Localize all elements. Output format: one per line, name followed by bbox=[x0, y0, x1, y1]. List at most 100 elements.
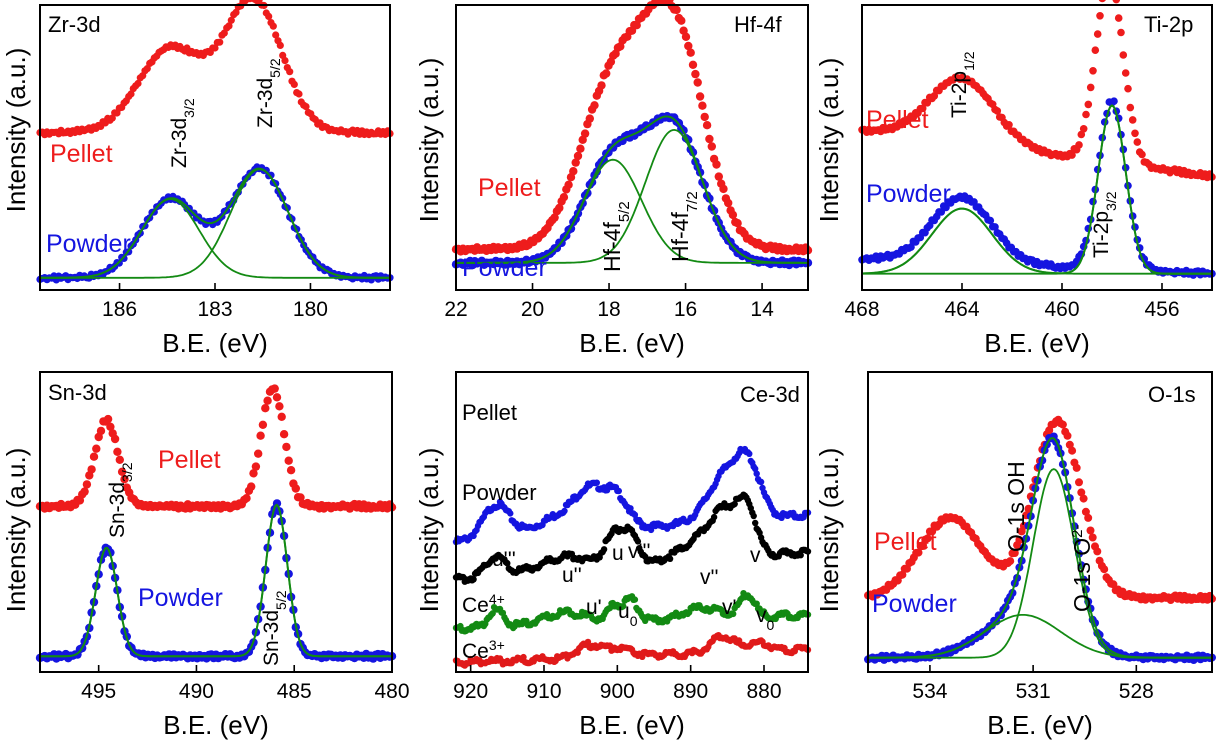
data-point bbox=[597, 81, 606, 90]
data-point bbox=[127, 90, 135, 98]
peak-label-o-1s-oh: O-1s OH bbox=[1003, 461, 1029, 552]
data-point bbox=[1112, 0, 1121, 4]
data-point bbox=[286, 466, 296, 475]
y-axis-title: Intensity (a.u.) bbox=[814, 58, 844, 223]
panel-ce: Intensity (a.u.) Ce-3d 920 910 900 890 880 B… bbox=[414, 371, 812, 740]
peak-label-zr-3d3-2: Zr-3d3/2 bbox=[168, 98, 197, 168]
data-point bbox=[576, 144, 585, 153]
pellet-label: Pellet bbox=[158, 446, 221, 474]
data-point bbox=[1063, 431, 1072, 440]
data-point bbox=[117, 467, 127, 476]
y-axis-title: Intensity (a.u.) bbox=[414, 58, 444, 223]
peak-label-v0: v0 bbox=[756, 604, 775, 633]
data-point bbox=[265, 12, 273, 20]
data-point bbox=[634, 538, 642, 545]
data-point bbox=[600, 546, 608, 553]
data-point bbox=[134, 79, 142, 88]
peak-label-sub: 1/2 bbox=[961, 51, 977, 71]
data-point bbox=[714, 172, 723, 181]
data-point bbox=[753, 470, 760, 477]
x-tick-label: 183 bbox=[197, 298, 232, 321]
data-point bbox=[227, 16, 235, 24]
peak-label-sub: 3/2 bbox=[181, 98, 197, 118]
panel-title: Sn-3d bbox=[48, 380, 107, 405]
data-point bbox=[92, 444, 101, 453]
state-main: Ce bbox=[462, 640, 489, 663]
data-point bbox=[752, 465, 759, 472]
plot-area bbox=[451, 0, 813, 270]
x-tick-label: 16 bbox=[674, 298, 697, 321]
data-point bbox=[555, 203, 564, 213]
peak-label-v2: v'' bbox=[700, 566, 719, 589]
y-axis-title: Intensity (a.u.) bbox=[414, 448, 444, 613]
data-point bbox=[672, 5, 681, 15]
data-point bbox=[584, 638, 592, 646]
data-point bbox=[585, 114, 594, 123]
data-point bbox=[733, 219, 742, 228]
data-point bbox=[615, 487, 622, 495]
x-axis-title: B.E. (eV) bbox=[163, 710, 268, 740]
series-powder bbox=[35, 499, 397, 663]
data-point bbox=[249, 469, 258, 478]
data-point bbox=[211, 44, 219, 52]
peak-label-u1: u' bbox=[586, 596, 602, 619]
fit-component-2 bbox=[868, 468, 1212, 659]
axes-frame bbox=[861, 4, 1213, 291]
data-point bbox=[750, 512, 757, 520]
data-point bbox=[262, 166, 270, 174]
x-tick-label: 464 bbox=[944, 298, 979, 321]
data-point bbox=[256, 431, 265, 440]
data-point bbox=[728, 210, 738, 220]
data-point bbox=[242, 494, 251, 503]
x-axis-title: B.E. (eV) bbox=[579, 710, 684, 740]
powder-label: Powder bbox=[866, 180, 951, 208]
data-point bbox=[1086, 83, 1095, 92]
data-point bbox=[1075, 478, 1083, 487]
data-point bbox=[281, 57, 289, 65]
peak-label-ti-2p3-2: Ti-2p3/2 bbox=[1090, 191, 1119, 258]
series-pellet bbox=[35, 384, 397, 513]
x-ticks: 468 464 460 456 bbox=[844, 283, 1180, 321]
data-point bbox=[290, 80, 298, 88]
state-sup: 4+ bbox=[489, 591, 505, 607]
plot-area bbox=[864, 415, 1216, 664]
data-point bbox=[232, 8, 240, 16]
data-point bbox=[620, 603, 627, 610]
peak-label-main: v bbox=[756, 604, 767, 627]
powder-label: Powder bbox=[462, 480, 537, 505]
data-point bbox=[1100, 565, 1109, 574]
peak-label-o-1s-o2: O-1s O2- bbox=[1069, 525, 1096, 612]
data-point bbox=[1128, 116, 1137, 124]
data-point bbox=[106, 422, 115, 431]
peak-label-sub: 5/2 bbox=[273, 590, 289, 610]
fit-envelope bbox=[861, 104, 1212, 275]
series-ce4- bbox=[452, 590, 812, 635]
data-point bbox=[647, 526, 655, 534]
x-tick-label: 531 bbox=[1016, 680, 1051, 703]
panel-sn: Intensity (a.u.) Sn-3d 495 490 485 480 B.E.… bbox=[1, 371, 410, 740]
data-point bbox=[677, 16, 686, 25]
data-point bbox=[1077, 488, 1086, 497]
data-point bbox=[120, 254, 128, 262]
peak-label-main: Sn-3d bbox=[260, 610, 283, 666]
plot-area bbox=[36, 0, 394, 284]
peak-label-hf-4f5-2: Hf-4f5/2 bbox=[599, 201, 633, 272]
data-point bbox=[1093, 30, 1102, 38]
data-point bbox=[272, 393, 282, 402]
peak-label-main: Hf-4f bbox=[667, 212, 693, 262]
data-point bbox=[757, 478, 765, 486]
data-point bbox=[1124, 84, 1132, 93]
data-point bbox=[937, 208, 946, 216]
peak-label-sub: 5/2 bbox=[616, 201, 633, 222]
data-point bbox=[113, 447, 122, 456]
peak-label-sub: 0 bbox=[630, 613, 638, 629]
x-tick-label: 900 bbox=[600, 680, 635, 703]
data-point bbox=[1131, 129, 1139, 138]
x-tick-label: 468 bbox=[844, 298, 879, 321]
data-point bbox=[261, 404, 270, 413]
x-tick-label: 456 bbox=[1144, 298, 1179, 321]
data-point bbox=[1006, 557, 1015, 566]
data-point bbox=[707, 142, 716, 151]
panel-hf: Intensity (a.u.) Hf-4f 22 20 18 16 14 B.E. (… bbox=[414, 0, 813, 358]
data-point bbox=[1091, 46, 1100, 54]
